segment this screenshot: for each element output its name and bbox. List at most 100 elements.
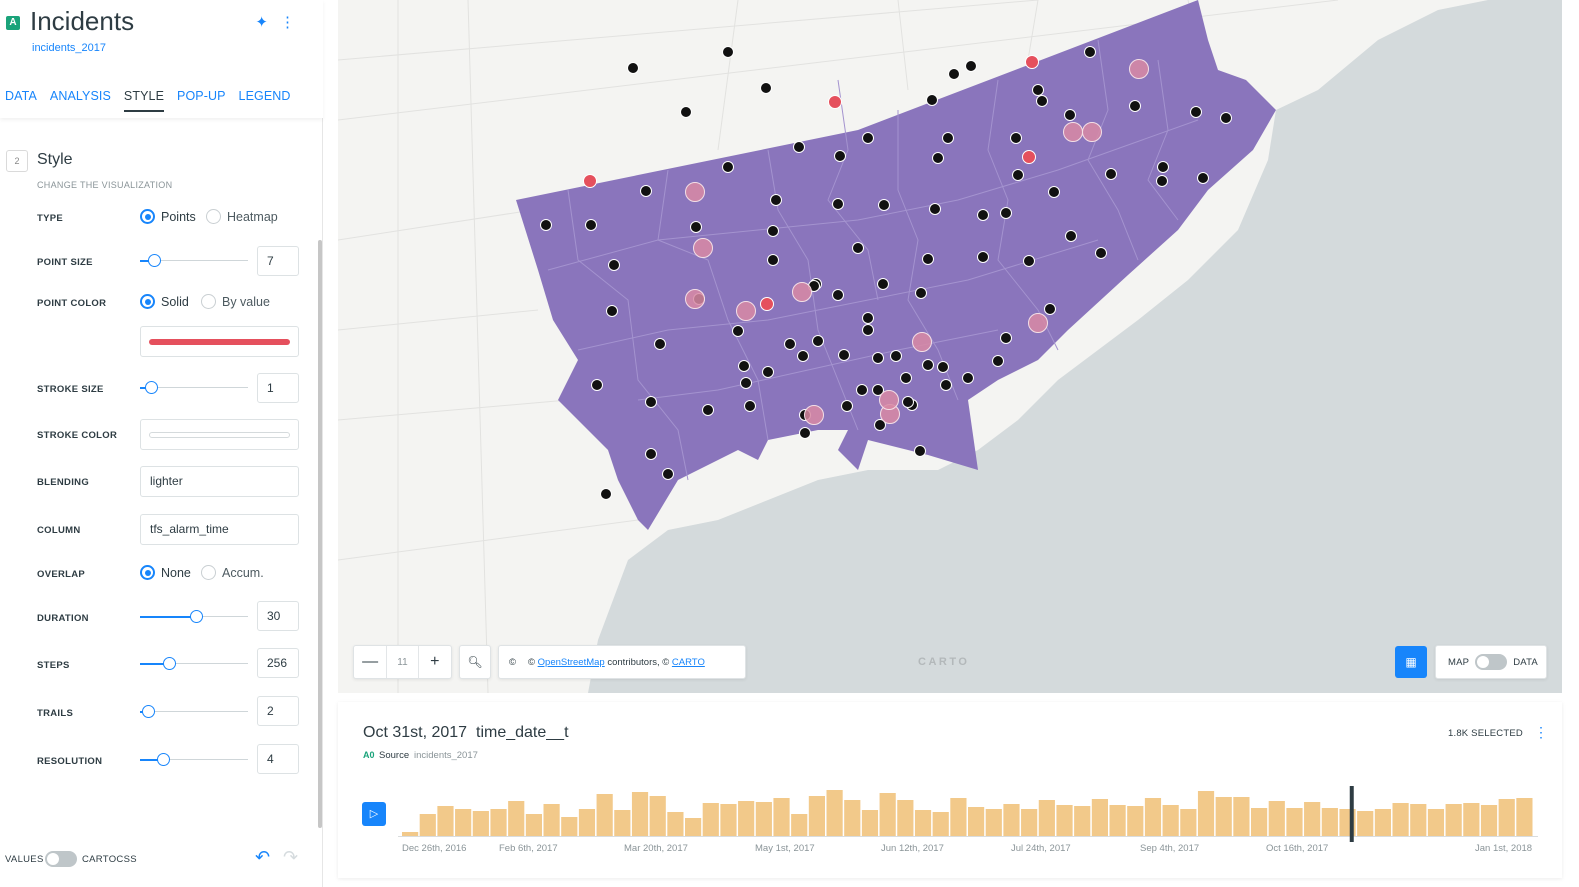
incident-point[interactable] xyxy=(932,152,944,164)
incident-point[interactable] xyxy=(680,106,692,118)
more-vertical-icon[interactable]: ⋮ xyxy=(280,14,295,31)
incident-point[interactable] xyxy=(914,445,926,457)
incident-point[interactable] xyxy=(812,335,824,347)
trails-input[interactable]: 2 xyxy=(257,696,299,726)
point-color-picker[interactable] xyxy=(140,326,299,357)
incident-point[interactable] xyxy=(585,219,597,231)
overlap-none-radio[interactable]: None xyxy=(140,565,191,580)
histogram-bar[interactable] xyxy=(914,810,932,836)
histogram-bar[interactable] xyxy=(508,801,525,836)
incident-point[interactable] xyxy=(977,209,989,221)
histogram-bar[interactable] xyxy=(1427,809,1445,836)
zoom-in-button[interactable]: + xyxy=(430,653,440,670)
histogram-bar[interactable] xyxy=(1074,806,1091,836)
incident-point[interactable] xyxy=(600,488,612,500)
map-canvas[interactable] xyxy=(338,0,1562,693)
incident-point[interactable] xyxy=(948,68,960,80)
incident-point-trail[interactable] xyxy=(792,282,812,302)
stroke-color-picker[interactable] xyxy=(140,419,299,450)
incident-point[interactable] xyxy=(965,60,977,72)
point-size-input[interactable]: 7 xyxy=(257,246,299,276)
incident-point[interactable] xyxy=(922,253,934,265)
histogram-bar[interactable] xyxy=(1268,801,1285,836)
resolution-slider[interactable] xyxy=(140,753,248,767)
incident-point-trail[interactable] xyxy=(1129,59,1149,79)
histogram-bar[interactable] xyxy=(1215,797,1232,836)
histogram-bar[interactable] xyxy=(1144,798,1162,836)
incident-point[interactable] xyxy=(878,199,890,211)
incident-point[interactable] xyxy=(738,360,750,372)
zoom-out-button[interactable]: — xyxy=(362,653,379,670)
histogram-bar[interactable] xyxy=(1021,809,1038,836)
incident-point[interactable] xyxy=(732,325,744,337)
incident-point-trail[interactable] xyxy=(685,289,705,309)
steps-slider[interactable] xyxy=(140,657,248,671)
incident-point-active[interactable] xyxy=(1022,150,1036,164)
point-size-slider[interactable] xyxy=(140,254,248,268)
histogram-bar[interactable] xyxy=(1357,811,1374,836)
histogram-bar[interactable] xyxy=(1127,806,1144,836)
histogram-bar[interactable] xyxy=(1410,804,1427,836)
carto-link[interactable]: CARTO xyxy=(671,656,705,668)
histogram-bar[interactable] xyxy=(419,814,436,836)
map-data-toggle[interactable]: MAP DATA xyxy=(1435,645,1547,679)
incident-point[interactable] xyxy=(1064,109,1076,121)
tab-analysis[interactable]: ANALYSIS xyxy=(49,89,111,103)
histogram-bar[interactable] xyxy=(649,796,666,836)
histogram-bar[interactable] xyxy=(631,792,649,836)
histogram-bar[interactable] xyxy=(543,804,560,836)
histogram-bar[interactable] xyxy=(1251,808,1268,836)
incident-point[interactable] xyxy=(915,287,927,299)
histogram-bar[interactable] xyxy=(968,807,985,836)
duration-slider[interactable] xyxy=(140,610,248,624)
play-button[interactable]: ▷ xyxy=(362,802,386,826)
stroke-size-input[interactable]: 1 xyxy=(257,373,299,403)
histogram-bar[interactable] xyxy=(861,810,879,836)
incident-point[interactable] xyxy=(1000,207,1012,219)
incident-point[interactable] xyxy=(627,62,639,74)
panel-scrollbar[interactable] xyxy=(318,240,322,828)
incident-point[interactable] xyxy=(862,132,874,144)
incident-point[interactable] xyxy=(977,251,989,263)
histogram-bar[interactable] xyxy=(1233,797,1250,836)
layer-title[interactable]: Incidents xyxy=(30,6,135,36)
incident-point[interactable] xyxy=(608,259,620,271)
incident-point[interactable] xyxy=(1197,172,1209,184)
histogram-bar[interactable] xyxy=(985,809,1002,836)
incident-point[interactable] xyxy=(838,349,850,361)
incident-point[interactable] xyxy=(1032,84,1044,96)
incident-point[interactable] xyxy=(770,194,782,206)
incident-point[interactable] xyxy=(940,379,952,391)
histogram-bar[interactable] xyxy=(826,790,843,836)
incident-point[interactable] xyxy=(1065,230,1077,242)
histogram-bar[interactable] xyxy=(1286,808,1303,836)
incident-point[interactable] xyxy=(690,221,702,233)
incident-point[interactable] xyxy=(645,448,657,460)
histogram-bar[interactable] xyxy=(950,798,967,836)
incident-point-trail[interactable] xyxy=(1063,122,1083,142)
openstreetmap-link[interactable]: OpenStreetMap xyxy=(537,656,605,668)
resolution-input[interactable]: 4 xyxy=(257,744,299,774)
incident-point-active[interactable] xyxy=(760,297,774,311)
histogram-bar[interactable] xyxy=(525,814,542,836)
incident-point[interactable] xyxy=(767,254,779,266)
histogram-bar[interactable] xyxy=(472,811,489,836)
map-search-button[interactable]: 🔍︎ xyxy=(459,645,491,679)
incident-point[interactable] xyxy=(856,384,868,396)
widgets-button[interactable]: ▦ xyxy=(1395,646,1427,678)
histogram-bar[interactable] xyxy=(578,809,596,836)
histogram-bar[interactable] xyxy=(1162,805,1179,836)
incident-point[interactable] xyxy=(926,94,938,106)
incident-point[interactable] xyxy=(540,219,552,231)
histogram-bar[interactable] xyxy=(455,809,472,836)
histogram-bar[interactable] xyxy=(702,803,719,836)
incident-point[interactable] xyxy=(962,372,974,384)
incident-point[interactable] xyxy=(942,132,954,144)
incident-point[interactable] xyxy=(852,242,864,254)
incident-point-active[interactable] xyxy=(828,95,842,109)
histogram-bar[interactable] xyxy=(1480,805,1498,836)
incident-point[interactable] xyxy=(662,468,674,480)
histogram-bar[interactable] xyxy=(808,796,825,836)
incident-point[interactable] xyxy=(1000,332,1012,344)
histogram-bar[interactable] xyxy=(720,804,737,836)
